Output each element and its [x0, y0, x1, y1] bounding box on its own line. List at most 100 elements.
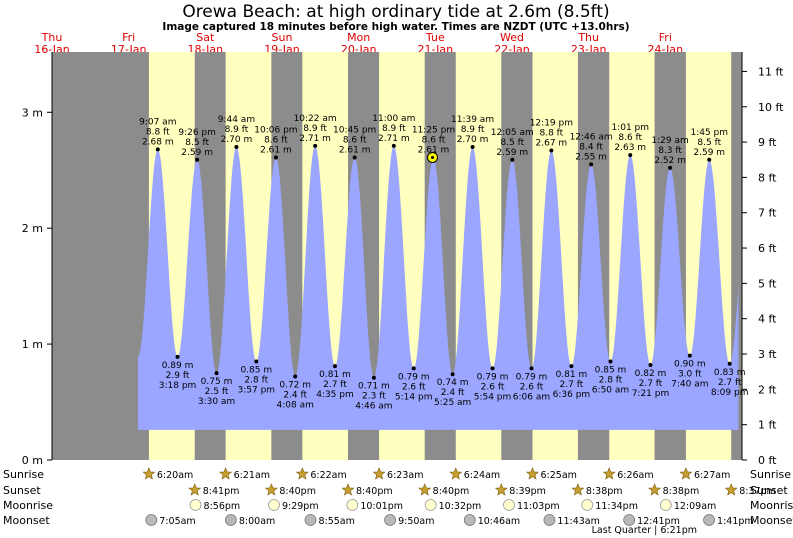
low-tide-metres: 0.85 m [240, 365, 272, 375]
moonset-icon [304, 514, 317, 526]
tide-curve [138, 145, 739, 430]
low-tide-feet: 2.3 ft [362, 392, 386, 402]
low-tide-feet: 2.4 ft [441, 388, 465, 398]
moonset-row-label-right: Moonset [750, 514, 793, 527]
sunset-time: 8:38pm [586, 486, 623, 497]
low-tide-feet: 2.8 ft [599, 375, 623, 385]
high-tide-feet: 8.6 ft [618, 133, 642, 143]
high-tide-time: 10:45 pm [333, 125, 376, 135]
sunset-icon [648, 483, 662, 496]
high-tide-time: 1:29 am [651, 136, 688, 146]
high-tide-feet: 8.9 ft [382, 124, 406, 134]
low-tide-feet: 2.4 ft [283, 391, 307, 401]
low-tide-point [254, 359, 259, 364]
high-tide-point [391, 143, 396, 148]
moonset-time: 9:50am [398, 516, 434, 527]
sunrise-time: 6:23am [387, 470, 423, 481]
low-tide-time: 3:57 pm [238, 385, 276, 395]
y-tick-label-feet: 10 ft [758, 101, 784, 114]
sunset-row-label-left: Sunset [3, 484, 41, 497]
moonrise-time: 10:32pm [439, 501, 482, 512]
low-tide-metres: 0.74 m [437, 378, 469, 388]
low-tide-time: 4:46 am [355, 402, 392, 412]
high-tide-point [313, 143, 318, 148]
low-tide-feet: 2.7 ft [323, 380, 347, 390]
high-tide-metres: 2.55 m [575, 152, 607, 162]
high-tide-feet: 8.6 ft [343, 135, 367, 145]
low-tide-metres: 0.89 m [162, 361, 194, 371]
high-tide-feet: 8.5 ft [500, 138, 524, 148]
sunset-icon [571, 483, 585, 496]
low-tide-point [727, 361, 732, 366]
sunrise-icon [679, 467, 693, 480]
day-name-label: Thu [577, 31, 599, 44]
low-tide-feet: 2.7 ft [639, 379, 663, 389]
day-name-label: Sun [272, 31, 293, 44]
sunrise-icon [526, 467, 539, 480]
sunrise-icon [142, 467, 156, 480]
low-tide-feet: 2.7 ft [718, 378, 742, 388]
high-tide-metres: 2.59 m [496, 148, 528, 158]
high-tide-feet: 8.8 ft [146, 127, 170, 137]
high-tide-point [510, 157, 515, 162]
low-tide-feet: 2.6 ft [402, 382, 426, 392]
sunrise-icon [372, 467, 386, 480]
day-name-label: Tue [425, 31, 445, 44]
high-tide-point [273, 155, 278, 160]
y-tick-label-feet: 4 ft [758, 313, 777, 326]
low-tide-time: 6:06 am [513, 392, 550, 402]
high-tide-time: 11:39 am [451, 115, 494, 125]
y-tick-label-metres: 1 m [22, 338, 43, 351]
high-tide-feet: 8.9 ft [461, 125, 485, 135]
chart-subtitle: Image captured 18 minutes before high wa… [162, 21, 629, 33]
moonset-icon [384, 514, 396, 526]
moonrise-icon [424, 499, 437, 511]
sunset-time: 8:40pm [433, 486, 470, 497]
moonset-time: 11:43am [557, 516, 599, 527]
high-tide-point [234, 145, 239, 150]
high-tide-metres: 2.61 m [339, 145, 371, 155]
low-tide-time: 7:21 pm [632, 389, 670, 399]
high-tide-point [589, 162, 594, 167]
moonrise-time: 10:01pm [360, 501, 403, 512]
astronomy-events: Sunrise Sunrise 6:20am 6:21am 6:22am 6:23am 6:… [3, 467, 793, 536]
low-tide-time: 5:14 pm [395, 392, 433, 402]
moonset-icon [623, 514, 636, 526]
high-tide-metres: 2.70 m [221, 135, 253, 145]
y-tick-label-feet: 6 ft [758, 242, 777, 255]
low-tide-point [293, 374, 298, 379]
low-tide-time: 4:08 am [277, 401, 314, 411]
y-tick-label-feet: 7 ft [758, 207, 777, 220]
sunrise-time: 6:20am [157, 470, 193, 481]
high-tide-metres: 2.71 m [299, 134, 331, 144]
sunrise-time: 6:24am [464, 470, 500, 481]
low-tide-point [411, 366, 416, 371]
sunset-time: 8:38pm [663, 486, 700, 497]
day-name-label: Fri [122, 31, 135, 44]
high-tide-feet: 8.4 ft [579, 142, 603, 152]
sunrise-time: 6:27am [694, 470, 730, 481]
low-tide-feet: 3.0 ft [678, 370, 702, 380]
low-tide-point [450, 372, 455, 377]
high-tide-time: 1:01 pm [611, 123, 649, 133]
high-tide-point [155, 147, 160, 152]
y-tick-label-feet: 2 ft [758, 383, 777, 396]
y-tick-label-feet: 9 ft [758, 136, 777, 149]
current-tide-dot [431, 155, 435, 159]
high-tide-point [628, 153, 633, 158]
high-tide-point [470, 145, 475, 150]
low-tide-metres: 0.81 m [319, 370, 351, 380]
day-name-label: Thu [41, 31, 63, 44]
sunset-icon [264, 483, 278, 496]
sunrise-icon [295, 467, 309, 480]
y-tick-label-feet: 1 ft [758, 419, 777, 432]
y-tick-label-feet: 8 ft [758, 171, 777, 184]
low-tide-point [608, 359, 613, 364]
high-tide-time: 10:06 pm [254, 125, 297, 135]
low-tide-point [648, 362, 653, 367]
low-tide-point [569, 364, 574, 369]
moonrise-icon [346, 499, 359, 511]
high-tide-metres: 2.67 m [536, 139, 568, 149]
low-tide-feet: 2.5 ft [205, 387, 229, 397]
high-tide-time: 9:07 am [139, 117, 176, 127]
